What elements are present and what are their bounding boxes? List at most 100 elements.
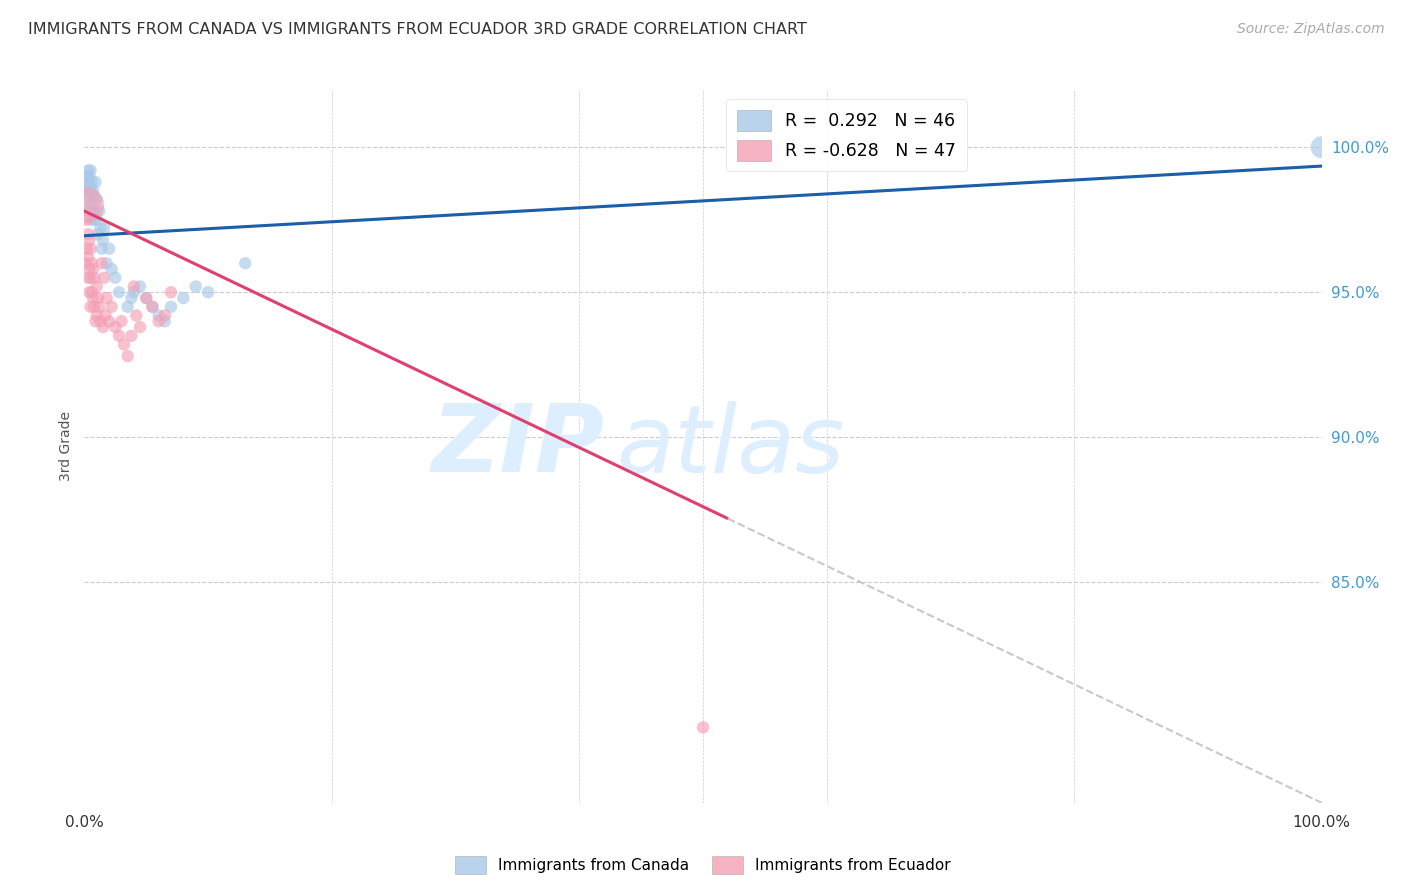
- Point: [125, 309, 148, 323]
- Point: [80, 175, 103, 189]
- Point: [120, 291, 142, 305]
- Point: [79, 285, 101, 300]
- Point: [75, 256, 97, 270]
- Point: [86, 309, 108, 323]
- Point: [98, 242, 121, 256]
- Point: [108, 285, 131, 300]
- Point: [100, 262, 122, 277]
- Point: [91, 233, 114, 247]
- Point: [184, 279, 207, 293]
- Point: [110, 314, 132, 328]
- Text: IMMIGRANTS FROM CANADA VS IMMIGRANTS FROM ECUADOR 3RD GRADE CORRELATION CHART: IMMIGRANTS FROM CANADA VS IMMIGRANTS FRO…: [28, 22, 807, 37]
- Text: atlas: atlas: [616, 401, 845, 491]
- Point: [122, 285, 145, 300]
- Point: [80, 212, 103, 227]
- Point: [141, 300, 163, 314]
- Point: [153, 309, 176, 323]
- Point: [76, 184, 98, 198]
- Point: [84, 175, 107, 189]
- Point: [129, 279, 152, 293]
- Text: ZIP: ZIP: [432, 400, 605, 492]
- Point: [135, 291, 157, 305]
- Point: [86, 193, 108, 207]
- Point: [1310, 140, 1333, 154]
- Point: [117, 300, 139, 314]
- Point: [94, 309, 117, 323]
- Point: [82, 291, 104, 305]
- Point: [79, 169, 101, 184]
- Text: Source: ZipAtlas.com: Source: ZipAtlas.com: [1237, 22, 1385, 37]
- Point: [86, 212, 108, 227]
- Point: [77, 270, 100, 285]
- Point: [77, 163, 100, 178]
- Point: [82, 204, 104, 219]
- Point: [108, 328, 131, 343]
- Point: [77, 251, 100, 265]
- Point: [172, 291, 194, 305]
- Point: [120, 328, 142, 343]
- Point: [160, 300, 183, 314]
- Point: [75, 175, 97, 189]
- Point: [89, 314, 111, 328]
- Point: [83, 189, 105, 203]
- Point: [79, 242, 101, 256]
- Point: [129, 320, 152, 334]
- Point: [89, 300, 111, 314]
- Point: [79, 300, 101, 314]
- Point: [93, 270, 115, 285]
- Point: [79, 270, 101, 285]
- Point: [79, 262, 101, 277]
- Point: [93, 221, 115, 235]
- Point: [87, 291, 110, 305]
- Point: [90, 256, 112, 270]
- Point: [112, 337, 135, 351]
- Point: [100, 300, 122, 314]
- Point: [104, 320, 127, 334]
- Point: [96, 256, 118, 270]
- Point: [77, 193, 100, 207]
- Point: [160, 285, 183, 300]
- Point: [135, 291, 157, 305]
- Y-axis label: 3rd Grade: 3rd Grade: [59, 411, 73, 481]
- Point: [89, 204, 111, 219]
- Point: [96, 291, 118, 305]
- Point: [76, 212, 98, 227]
- Point: [117, 349, 139, 363]
- Point: [90, 242, 112, 256]
- Point: [86, 279, 108, 293]
- Point: [83, 300, 105, 314]
- Point: [153, 314, 176, 328]
- Point: [82, 262, 104, 277]
- Point: [76, 242, 98, 256]
- Point: [76, 169, 98, 184]
- Point: [98, 314, 121, 328]
- Point: [83, 212, 105, 227]
- Point: [197, 285, 219, 300]
- Point: [80, 285, 103, 300]
- Point: [141, 300, 163, 314]
- Point: [233, 256, 256, 270]
- Point: [82, 184, 104, 198]
- Point: [79, 184, 101, 198]
- Point: [79, 163, 101, 178]
- Point: [79, 198, 101, 212]
- Point: [80, 256, 103, 270]
- Point: [148, 314, 170, 328]
- Point: [77, 175, 100, 189]
- Point: [87, 227, 110, 242]
- Point: [84, 314, 107, 328]
- Point: [91, 320, 114, 334]
- Legend: R =  0.292   N = 46, R = -0.628   N = 47: R = 0.292 N = 46, R = -0.628 N = 47: [727, 99, 966, 171]
- Point: [83, 270, 105, 285]
- Point: [79, 184, 101, 198]
- Point: [77, 227, 100, 242]
- Point: [122, 279, 145, 293]
- Point: [104, 270, 127, 285]
- Point: [75, 198, 97, 212]
- Point: [89, 221, 111, 235]
- Point: [692, 720, 714, 734]
- Point: [79, 204, 101, 219]
- Point: [148, 309, 170, 323]
- Point: [79, 233, 101, 247]
- Legend: Immigrants from Canada, Immigrants from Ecuador: Immigrants from Canada, Immigrants from …: [450, 850, 956, 880]
